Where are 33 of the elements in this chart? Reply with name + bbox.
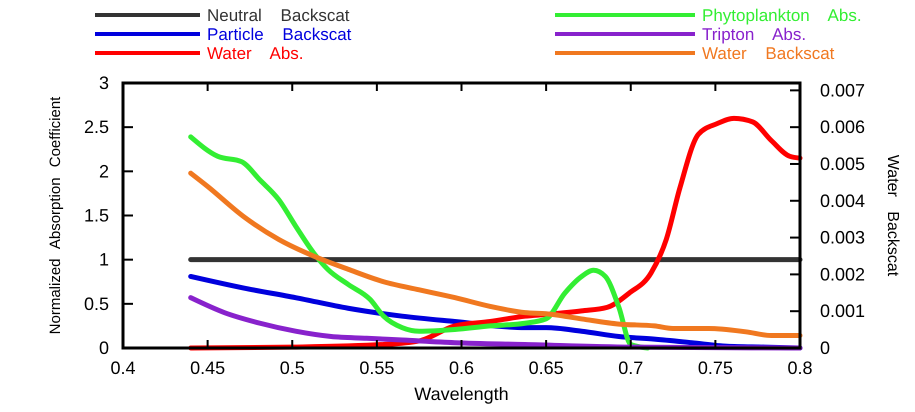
y-tick-label: 2.5 xyxy=(84,117,109,138)
text: Phytoplankton Abs. xyxy=(702,6,862,25)
x-tick-label: 0.65 xyxy=(528,358,564,378)
x-axis-title: Wavelength xyxy=(414,384,509,404)
text: Tripton Abs. xyxy=(702,25,806,44)
text: Water Abs. xyxy=(207,44,304,63)
text: Water Backscat xyxy=(702,44,835,63)
x-tick-label: 0.75 xyxy=(698,358,733,378)
y-tick-label: 0.5 xyxy=(84,294,109,314)
y-tick-label: 0 xyxy=(98,338,109,358)
y2-tick-label: 0.003 xyxy=(820,228,866,248)
y2-tick-label: 0.004 xyxy=(820,190,866,211)
y-axis-title: Normalized Absorption Coefficient xyxy=(47,96,64,334)
y2-tick-label: 0.006 xyxy=(820,117,866,138)
y2-tick-label: 0.005 xyxy=(820,154,866,174)
y-tick-label: 1.5 xyxy=(84,206,109,226)
y2-tick-label: 0.001 xyxy=(820,301,866,322)
y-tick-label: 3 xyxy=(98,73,109,93)
y2-tick-label: 0.002 xyxy=(820,264,866,284)
y2-axis-title: Water Backscat xyxy=(884,154,901,277)
text: Neutral Backscat xyxy=(207,6,350,25)
x-tick-label: 0.7 xyxy=(618,358,644,378)
x-tick-label: 0.45 xyxy=(190,358,226,378)
y2-tick-label: 0.007 xyxy=(820,80,866,100)
x-tick-label: 0.8 xyxy=(787,358,813,378)
x-tick-label: 0.5 xyxy=(280,358,305,378)
y-tick-label: 1 xyxy=(98,250,109,270)
text: Particle Backscat xyxy=(207,25,352,44)
y-tick-label: 2 xyxy=(98,161,109,182)
x-tick-label: 0.4 xyxy=(110,358,136,378)
y2-tick-label: 0 xyxy=(820,338,830,358)
x-tick-label: 0.6 xyxy=(448,358,474,378)
x-tick-label: 0.55 xyxy=(359,358,394,378)
